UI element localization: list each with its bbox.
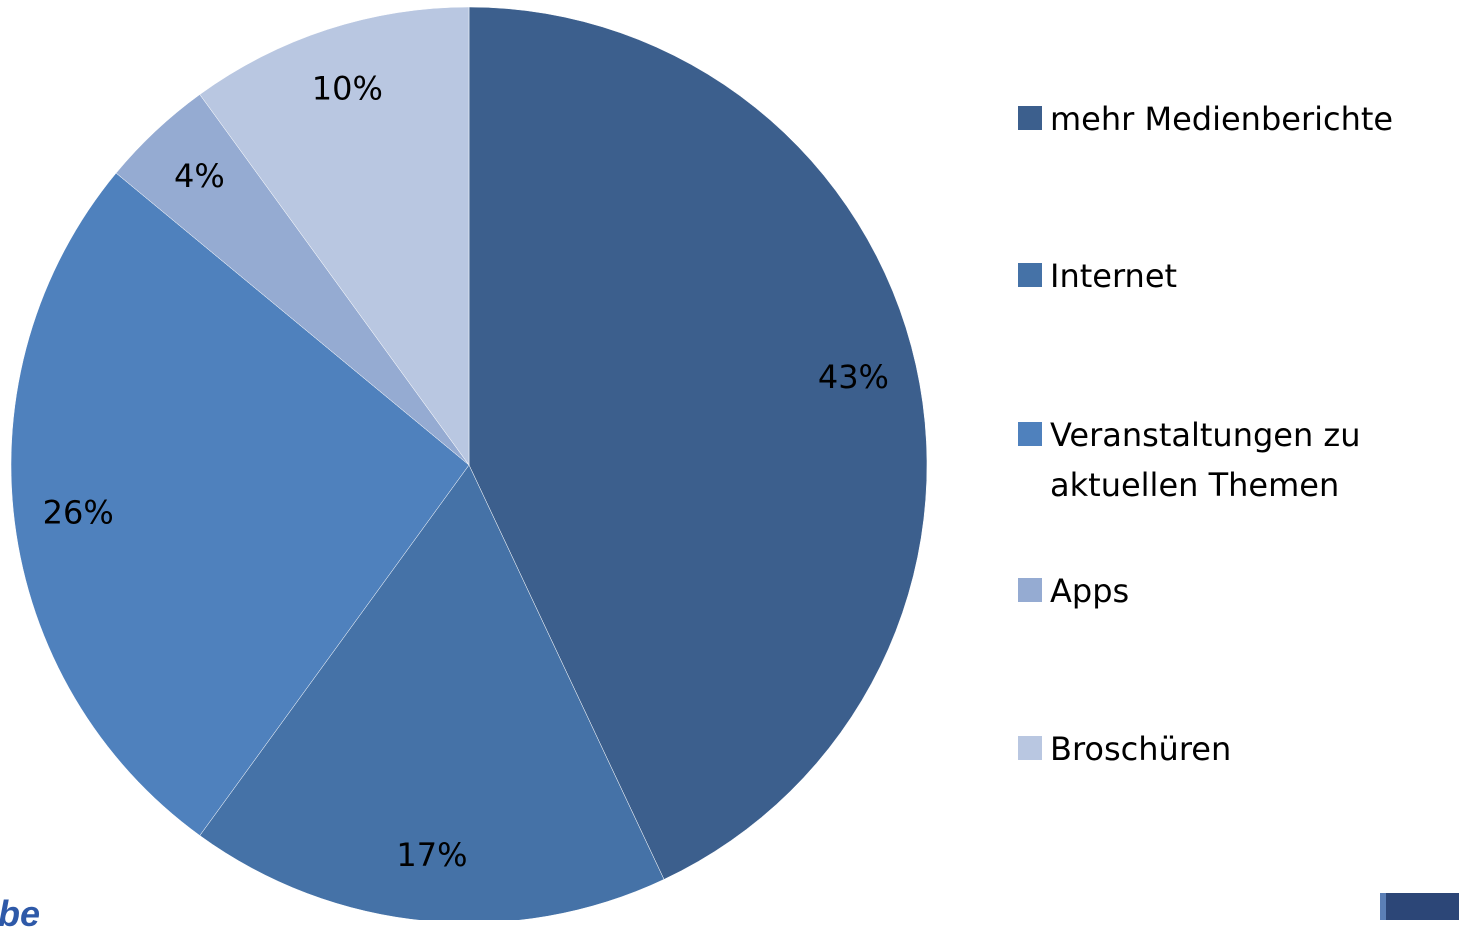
legend-item: mehr Medienberichte: [1018, 98, 1430, 144]
legend-swatch: [1018, 578, 1042, 602]
legend-item: Internet: [1018, 255, 1430, 301]
legend-label: mehr Medienberichte: [1050, 100, 1394, 138]
legend-swatch: [1018, 263, 1042, 287]
legend-swatch: [1018, 736, 1042, 760]
corner-logo: [1380, 893, 1459, 920]
legend-swatch: [1018, 106, 1042, 130]
data-label: 17%: [396, 836, 467, 874]
data-label: 43%: [818, 358, 889, 396]
legend-label: Veranstaltungen zu aktuellen Themen: [1050, 416, 1361, 504]
legend-label: Apps: [1050, 572, 1130, 610]
pie-slice: [10, 172, 470, 836]
data-label: 26%: [43, 493, 114, 531]
legend-item: Broschüren: [1018, 728, 1430, 774]
legend-item: Veranstaltungen zu aktuellen Themen: [1018, 414, 1430, 510]
legend-swatch: [1018, 422, 1042, 446]
footer-text: be: [0, 893, 41, 934]
legend-label: Internet: [1050, 257, 1178, 295]
legend-item: Apps: [1018, 570, 1430, 616]
legend-label: Broschüren: [1050, 730, 1232, 768]
pie-slice: [199, 464, 665, 920]
data-label: 10%: [312, 69, 383, 107]
data-label: 4%: [174, 157, 225, 195]
pie-slice: [468, 6, 928, 880]
pie-slice: [199, 6, 470, 466]
